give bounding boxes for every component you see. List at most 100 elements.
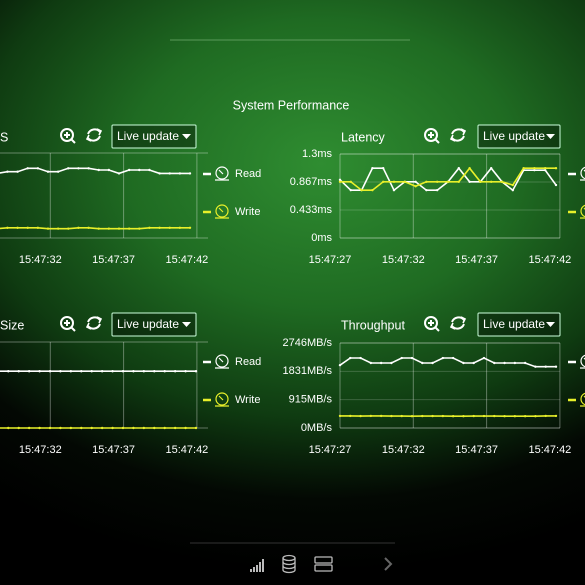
- data-point: [67, 167, 70, 170]
- data-point: [472, 414, 475, 418]
- data-point: [349, 414, 352, 418]
- legend-icon: [580, 204, 585, 218]
- legend-icon: [215, 166, 229, 180]
- data-point: [523, 415, 527, 418]
- legend-icon: [580, 166, 585, 180]
- nav-database[interactable]: [282, 554, 296, 574]
- nav-next[interactable]: [384, 557, 393, 571]
- data-point: [163, 370, 166, 373]
- data-point: [493, 414, 496, 418]
- data-point: [436, 180, 439, 183]
- zoom-handle: [64, 132, 76, 144]
- data-point: [90, 426, 93, 430]
- data-point: [513, 415, 517, 418]
- data-point: [56, 227, 60, 230]
- data-point: [100, 426, 104, 430]
- dropdown-caret: [546, 134, 555, 139]
- live-update-dropdown[interactable]: [477, 124, 561, 149]
- data-point: [87, 226, 90, 229]
- data-point: [390, 414, 393, 418]
- zoom-button[interactable]: [424, 316, 438, 330]
- data-point: [69, 426, 73, 430]
- data-point: [400, 414, 403, 418]
- data-point: [349, 188, 352, 192]
- dropdown-caret: [546, 322, 555, 327]
- data-point: [173, 426, 177, 430]
- refresh-button[interactable]: [87, 128, 101, 142]
- series-line: [339, 166, 557, 192]
- data-point: [436, 188, 439, 192]
- refresh-button[interactable]: [451, 316, 465, 330]
- data-point: [138, 227, 141, 230]
- data-point: [188, 172, 192, 175]
- data-point: [554, 167, 558, 170]
- data-point: [153, 426, 156, 430]
- y-tick-label: 1.3ms: [302, 148, 332, 160]
- data-point: [17, 426, 20, 430]
- data-point: [425, 180, 428, 183]
- data-point: [338, 180, 342, 183]
- data-point: [479, 180, 482, 183]
- data-point: [490, 167, 493, 170]
- data-point: [16, 226, 19, 229]
- data-point: [544, 365, 547, 368]
- data-point: [414, 185, 417, 188]
- data-point: [184, 426, 187, 430]
- data-point: [46, 227, 50, 230]
- dropdown-label: Live update: [117, 129, 179, 143]
- x-tick-label: 15:47:42: [165, 254, 208, 266]
- data-point: [482, 414, 486, 418]
- nav-signal[interactable]: [250, 559, 264, 572]
- data-point: [26, 226, 29, 229]
- zoom-handle: [428, 320, 440, 332]
- data-point: [148, 168, 151, 172]
- refresh-arrows: [85, 316, 103, 330]
- data-point: [421, 361, 424, 365]
- zoom-button[interactable]: [60, 128, 74, 142]
- legend-icon-needle: [215, 395, 229, 407]
- refresh-button[interactable]: [87, 316, 101, 330]
- legend-icon: [580, 392, 585, 406]
- data-point: [67, 227, 70, 230]
- data-point: [349, 180, 352, 183]
- data-point: [379, 414, 383, 418]
- live-update-dropdown[interactable]: [477, 312, 561, 337]
- legend-icon-needle: [215, 207, 229, 219]
- data-point: [431, 414, 434, 418]
- data-point: [441, 414, 445, 418]
- nav-server[interactable]: [314, 556, 333, 572]
- refresh-button[interactable]: [451, 128, 465, 142]
- data-point: [451, 415, 455, 418]
- x-tick-label: 15:47:32: [19, 254, 62, 266]
- panel-title: Size: [0, 318, 24, 332]
- data-point: [97, 168, 100, 172]
- data-point: [142, 370, 146, 373]
- series-line: [339, 357, 556, 368]
- data-point: [127, 168, 131, 172]
- data-point: [451, 356, 455, 360]
- data-point: [338, 414, 342, 418]
- data-point: [121, 370, 125, 373]
- zoom-button[interactable]: [60, 316, 74, 330]
- y-tick-label: 0.433ms: [290, 204, 333, 216]
- data-point: [523, 361, 527, 365]
- series-line: [0, 227, 190, 230]
- data-point: [371, 188, 374, 192]
- data-point: [36, 226, 40, 229]
- live-update-dropdown[interactable]: [111, 124, 197, 149]
- zoom-button[interactable]: [424, 128, 438, 142]
- data-point: [168, 226, 171, 229]
- live-update-dropdown[interactable]: [111, 312, 197, 337]
- data-point: [80, 426, 83, 430]
- data-point: [184, 370, 187, 373]
- y-tick-label: 915MB/s: [289, 394, 333, 406]
- data-point: [6, 226, 9, 229]
- data-point: [17, 370, 20, 373]
- dropdown-label: Live update: [117, 317, 179, 331]
- data-point: [173, 370, 177, 373]
- data-point: [138, 168, 141, 172]
- page-title: System Performance: [233, 98, 350, 112]
- data-point: [46, 170, 50, 173]
- legend-icon-needle: [215, 169, 229, 181]
